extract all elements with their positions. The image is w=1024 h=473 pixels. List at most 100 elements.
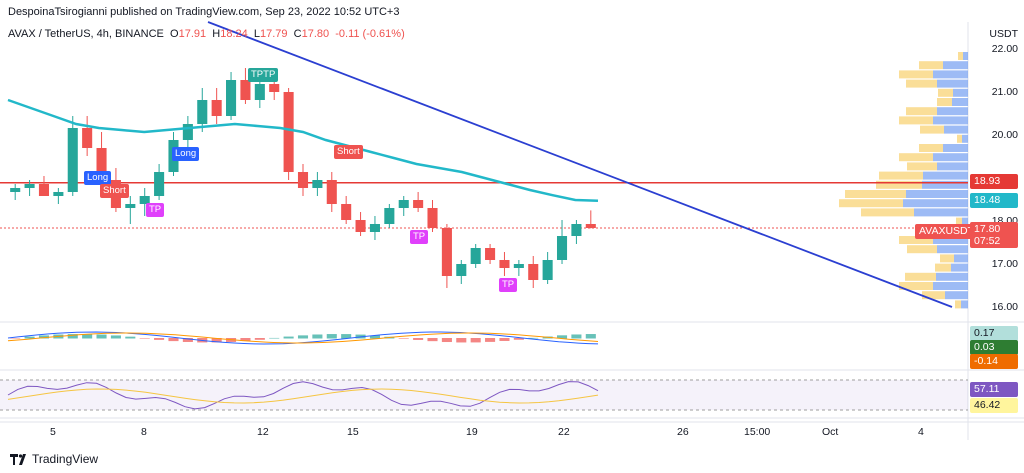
volume-profile-bar xyxy=(907,162,937,171)
change-value: -0.11 (-0.61%) xyxy=(335,28,405,40)
signal-short-label: Short xyxy=(100,184,129,198)
candle-body xyxy=(470,248,481,264)
volume-profile-bar xyxy=(922,180,968,189)
footer-brand-text: TradingView xyxy=(32,452,99,466)
macd-histogram-bar xyxy=(513,338,524,340)
footer-brand[interactable]: TradingView xyxy=(10,452,98,466)
macd-histogram-bar xyxy=(211,338,222,343)
volume-profile-bar xyxy=(943,61,968,70)
macd-histogram-bar xyxy=(341,334,352,339)
candle-body xyxy=(499,260,510,268)
volume-profile-bar xyxy=(937,79,968,88)
candle-body xyxy=(326,180,337,204)
candle-body xyxy=(384,208,395,224)
candle-body xyxy=(528,264,539,280)
volume-profile-bar xyxy=(876,180,922,189)
volume-profile-bar xyxy=(919,61,943,70)
macd-histogram-bar xyxy=(297,335,309,339)
volume-profile-bar xyxy=(944,125,968,134)
candle-body xyxy=(154,172,165,196)
candle-body xyxy=(125,204,136,208)
candle-body xyxy=(254,84,265,100)
macd-histogram-bar xyxy=(369,335,380,339)
volume-profile-bar xyxy=(956,217,962,226)
volume-profile-bar xyxy=(933,70,968,79)
macd-histogram-bar xyxy=(240,338,251,342)
time-tick: 26 xyxy=(677,426,689,438)
macd-histogram-bar xyxy=(182,338,193,342)
macd-histogram-bar xyxy=(571,334,582,339)
candle-body xyxy=(139,196,150,204)
candle-body xyxy=(456,264,467,276)
macd-histogram-bar xyxy=(398,338,409,339)
volume-profile-bar xyxy=(845,190,906,198)
candle-body xyxy=(441,228,452,276)
time-tick: 15 xyxy=(347,426,359,438)
candle-body xyxy=(355,220,366,232)
rsi-ma-line xyxy=(7,388,599,404)
macd-histogram-bar xyxy=(528,337,539,339)
volume-profile-bar xyxy=(922,291,945,300)
volume-profile-bar xyxy=(839,199,903,208)
candle-body xyxy=(585,224,596,228)
candle-body xyxy=(341,204,352,220)
volume-profile-bar xyxy=(935,263,951,272)
candle-body xyxy=(96,148,107,180)
price-tick: 17.00 xyxy=(991,258,1018,270)
volume-profile-bar xyxy=(955,300,961,309)
candle-body xyxy=(53,192,64,196)
signal-short-label: Short xyxy=(334,145,363,159)
time-tick: 12 xyxy=(257,426,269,438)
candle-body xyxy=(67,128,78,192)
volume-profile-bar xyxy=(879,171,923,180)
macd-histogram-bar xyxy=(82,334,93,339)
open-label: O xyxy=(170,28,179,40)
volume-profile-bar xyxy=(906,107,937,116)
pair-label-badge: AVAXUSDT xyxy=(915,224,979,239)
candle-body xyxy=(240,80,251,100)
volume-profile-bar xyxy=(899,70,933,79)
macd-histogram-bar xyxy=(413,338,424,340)
volume-profile-bar xyxy=(914,208,968,217)
macd-histogram-bar xyxy=(556,335,568,339)
price-tick: 21.00 xyxy=(991,86,1018,98)
macd-histogram-bar xyxy=(24,336,35,339)
candle-body xyxy=(312,180,323,188)
signal-long-label: Long xyxy=(172,147,200,161)
volume-profile-bar xyxy=(937,107,968,116)
symbol-legend[interactable]: AVAX / TetherUS, 4h, BINANCE O17.91 H18.… xyxy=(8,28,405,40)
time-tick: 4 xyxy=(918,426,924,438)
macd-histogram-bar xyxy=(139,338,150,339)
rsi-band xyxy=(0,380,968,410)
symbol-name[interactable]: AVAX / TetherUS, 4h, BINANCE xyxy=(8,28,164,40)
price-tick: 16.00 xyxy=(991,301,1018,313)
volume-profile-bar xyxy=(938,88,953,97)
signal-tp-label: TP xyxy=(146,203,165,217)
macd-histogram-bar xyxy=(96,334,107,339)
volume-profile-bar xyxy=(923,171,968,180)
volume-profile-bar xyxy=(933,116,968,125)
macd-histogram-bar xyxy=(254,338,265,340)
price-tick: 22.00 xyxy=(991,43,1018,55)
volume-profile-bar xyxy=(957,134,962,143)
candle-body xyxy=(398,200,409,208)
macd-histogram-bar xyxy=(312,334,323,339)
candle-body xyxy=(182,124,193,140)
macd-histogram-bar xyxy=(38,335,50,339)
volume-profile-bar xyxy=(933,282,968,290)
candle-body xyxy=(24,184,35,188)
candle-body xyxy=(427,208,438,228)
macd-histogram-bar xyxy=(168,338,179,342)
macd-histogram-bar xyxy=(441,338,452,343)
close-label: C xyxy=(293,28,302,40)
tradingview-logo-icon xyxy=(10,453,26,465)
macd-histogram-bar xyxy=(585,334,596,339)
last-price-badge: 17.80 07:52 xyxy=(970,222,1018,248)
volume-profile-bar xyxy=(899,116,933,125)
volume-profile-bar xyxy=(951,263,968,272)
candle-body xyxy=(269,84,280,92)
candle-body xyxy=(82,128,93,148)
candle-body xyxy=(513,264,524,268)
close-value: 17.80 xyxy=(301,28,330,40)
